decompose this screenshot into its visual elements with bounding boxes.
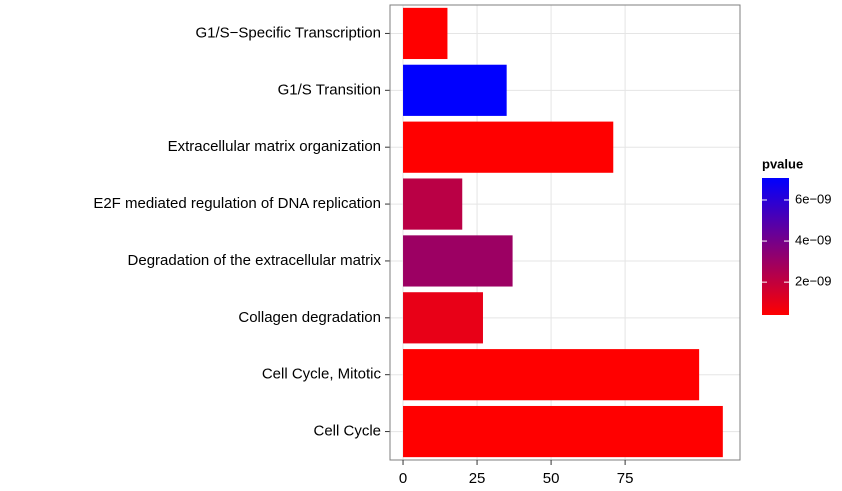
y-tick-label: Extracellular matrix organization [168,138,381,155]
bar [403,121,614,173]
panel-border [389,4,741,461]
y-tick-label: E2F mediated regulation of DNA replicati… [93,195,381,212]
colorbar-label: 2e−09 [795,274,832,289]
y-tick-label: Cell Cycle, Mitotic [262,366,382,383]
x-tick-label: 75 [617,470,634,487]
bar [403,292,483,344]
x-tick-label: 0 [399,470,407,487]
bar [403,405,723,458]
colorbar-label: 6e−09 [795,191,832,206]
x-tick-label: 50 [543,470,560,487]
colorbar [762,178,789,315]
y-tick-label: Degradation of the extracellular matrix [128,252,382,269]
bar [403,235,513,287]
bar [403,178,463,230]
colorbar-label: 4e−09 [795,232,832,247]
legend-title: pvalue [762,156,803,171]
y-tick-label: Collagen degradation [238,309,381,326]
y-tick-label: Cell Cycle [313,423,381,440]
y-tick-label: G1/S Transition [278,81,381,98]
x-tick-label: 25 [469,470,486,487]
bar [403,349,700,401]
y-tick-label: G1/S−Specific Transcription [195,24,381,41]
bar [403,64,507,116]
bar [403,7,448,60]
